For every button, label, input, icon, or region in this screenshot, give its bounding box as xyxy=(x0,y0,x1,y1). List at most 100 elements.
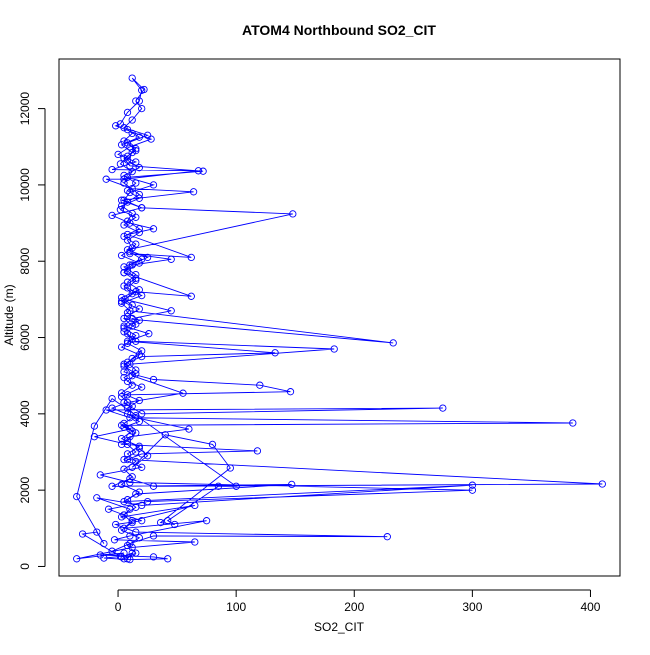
data-point xyxy=(598,480,606,488)
data-point xyxy=(128,473,136,481)
data-point xyxy=(149,532,158,540)
data-point xyxy=(123,312,132,321)
data-point xyxy=(120,555,128,563)
y-tick-label: 8000 xyxy=(18,248,32,275)
data-point xyxy=(123,236,132,244)
data-point xyxy=(123,337,132,345)
data-point xyxy=(132,213,140,221)
data-point xyxy=(199,167,207,175)
data-point xyxy=(128,543,136,552)
data-point xyxy=(117,141,126,149)
data-point xyxy=(123,246,132,254)
data-point xyxy=(164,517,172,525)
x-tick-label: 200 xyxy=(344,600,364,614)
data-point xyxy=(271,349,279,357)
data-point xyxy=(120,269,128,277)
data-point xyxy=(128,314,136,323)
data-point xyxy=(117,480,126,489)
data-point xyxy=(135,194,143,202)
data-point xyxy=(120,171,128,180)
data-point xyxy=(439,404,447,412)
data-point xyxy=(123,541,132,550)
data-point xyxy=(114,150,122,159)
data-point xyxy=(117,297,126,305)
data-point xyxy=(120,137,128,145)
data-point xyxy=(123,267,132,275)
data-point xyxy=(90,422,99,430)
data-point xyxy=(167,307,175,315)
data-point xyxy=(126,532,134,540)
data-point xyxy=(138,86,146,94)
data-point xyxy=(149,553,158,561)
series-layer xyxy=(73,74,606,564)
chart-title: ATOM4 Northbound SO2_CIT xyxy=(242,22,436,38)
data-point xyxy=(123,125,132,134)
data-point xyxy=(132,412,140,420)
data-point xyxy=(128,517,136,525)
data-point xyxy=(117,434,126,443)
data-point xyxy=(135,417,143,426)
data-point xyxy=(194,167,203,175)
data-point xyxy=(135,351,143,359)
data-point xyxy=(126,539,134,548)
data-point xyxy=(120,368,128,376)
data-point xyxy=(110,536,119,544)
data-point xyxy=(123,309,132,317)
y-tick-label: 2000 xyxy=(18,476,32,503)
data-point xyxy=(132,276,140,284)
data-point xyxy=(108,482,116,490)
data-point xyxy=(214,482,223,490)
data-point xyxy=(138,352,146,361)
y-tick-label: 12000 xyxy=(18,92,32,126)
data-point xyxy=(128,290,136,298)
series-line xyxy=(76,77,603,561)
data-point xyxy=(132,146,140,155)
data-point xyxy=(117,202,126,210)
data-point xyxy=(135,488,143,496)
y-tick-label: 10000 xyxy=(18,168,32,202)
y-tick-label: 6000 xyxy=(18,324,32,351)
data-point xyxy=(121,295,129,304)
data-point xyxy=(468,481,477,489)
data-point xyxy=(191,501,199,510)
data-point xyxy=(117,513,126,521)
data-point xyxy=(117,421,126,429)
data-point xyxy=(123,284,132,292)
data-point xyxy=(389,339,397,347)
data-point xyxy=(143,497,152,506)
data-point xyxy=(120,322,128,330)
data-point xyxy=(208,440,217,449)
data-point xyxy=(108,547,116,555)
data-point xyxy=(120,179,128,187)
data-point xyxy=(135,133,143,141)
data-point xyxy=(161,431,169,439)
data-point xyxy=(135,534,143,542)
data-point xyxy=(132,370,140,378)
data-point xyxy=(202,517,211,525)
data-point xyxy=(116,552,125,561)
data-point xyxy=(185,425,193,433)
data-point xyxy=(128,354,136,363)
data-point xyxy=(120,328,128,336)
data-point xyxy=(232,482,240,490)
data-point xyxy=(135,305,143,313)
data-point xyxy=(123,440,132,449)
data-point xyxy=(128,381,136,389)
data-point xyxy=(132,549,140,557)
data-point xyxy=(128,402,136,410)
data-point xyxy=(123,455,132,464)
data-point xyxy=(135,164,143,172)
data-point xyxy=(132,337,140,345)
data-point xyxy=(112,520,120,529)
data-point xyxy=(123,152,132,160)
data-point xyxy=(117,293,126,302)
data-point xyxy=(123,173,132,181)
data-point xyxy=(123,330,132,338)
data-point xyxy=(123,358,132,366)
data-point xyxy=(138,104,146,113)
data-point xyxy=(135,444,143,452)
data-point xyxy=(135,225,143,233)
data-point xyxy=(100,539,108,548)
data-point xyxy=(132,145,140,153)
data-point xyxy=(138,383,146,391)
